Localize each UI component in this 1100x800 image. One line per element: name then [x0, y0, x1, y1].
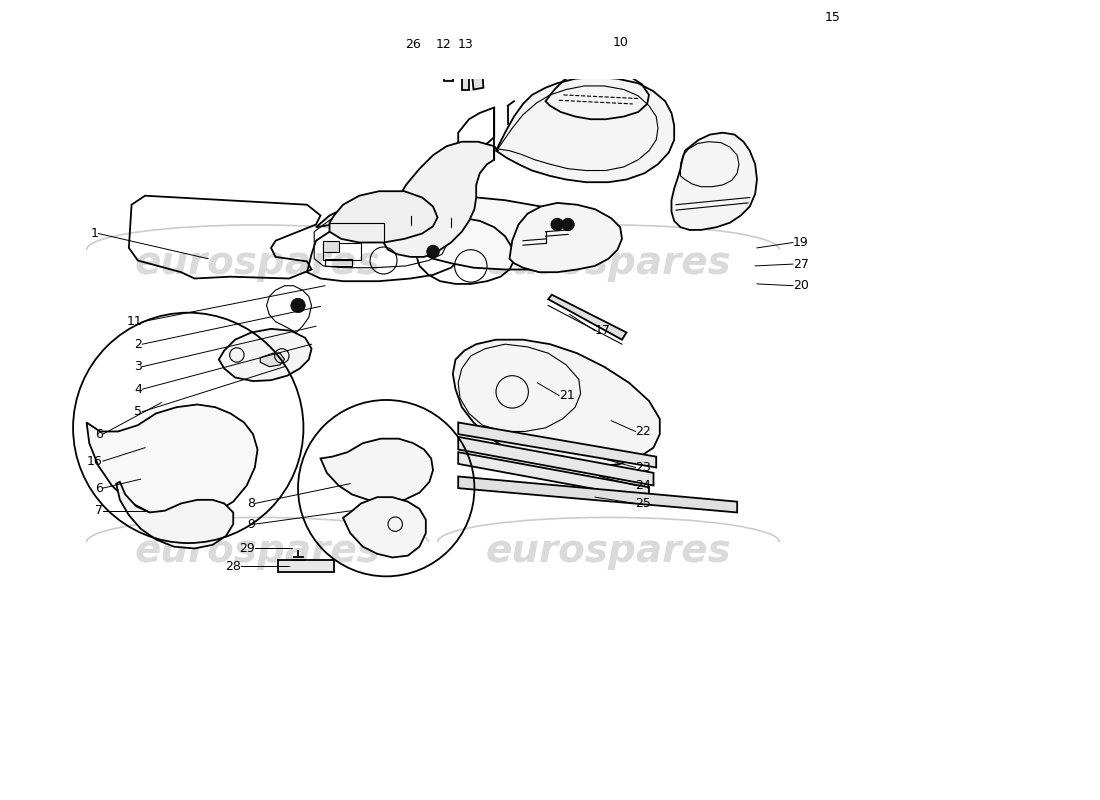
Polygon shape [316, 194, 617, 270]
Text: 21: 21 [559, 389, 574, 402]
Text: 26: 26 [406, 38, 421, 51]
Polygon shape [459, 422, 657, 467]
Polygon shape [805, 0, 855, 26]
Text: 22: 22 [636, 425, 651, 438]
Text: 23: 23 [636, 461, 651, 474]
Text: 19: 19 [793, 236, 808, 249]
Polygon shape [443, 45, 453, 81]
Text: 5: 5 [134, 405, 142, 418]
Polygon shape [261, 353, 285, 366]
Circle shape [551, 218, 563, 231]
Polygon shape [384, 142, 494, 257]
Text: 9: 9 [248, 518, 255, 530]
Text: 1: 1 [90, 227, 98, 240]
Text: 16: 16 [87, 454, 102, 468]
Polygon shape [671, 133, 757, 230]
Text: 27: 27 [793, 258, 808, 270]
Text: 24: 24 [636, 479, 651, 492]
Text: 18: 18 [660, 0, 675, 2]
Circle shape [290, 298, 305, 313]
Polygon shape [219, 329, 311, 381]
Text: 11: 11 [126, 315, 142, 328]
Text: eurospares: eurospares [485, 532, 732, 570]
Text: 3: 3 [134, 360, 142, 373]
Polygon shape [330, 191, 438, 242]
Text: 25: 25 [636, 497, 651, 510]
Polygon shape [459, 437, 653, 486]
Text: 13: 13 [458, 38, 473, 51]
Polygon shape [509, 203, 621, 272]
Polygon shape [87, 405, 257, 518]
Text: 6: 6 [95, 482, 102, 494]
Polygon shape [462, 47, 469, 90]
Text: eurospares: eurospares [134, 532, 381, 570]
Polygon shape [496, 77, 674, 182]
Text: eurospares: eurospares [134, 244, 381, 282]
Text: 10: 10 [613, 36, 629, 50]
Text: 2: 2 [134, 338, 142, 350]
Polygon shape [459, 452, 649, 499]
Polygon shape [459, 477, 737, 513]
Polygon shape [117, 482, 233, 549]
Polygon shape [468, 41, 483, 90]
Circle shape [562, 218, 574, 231]
Text: 12: 12 [436, 38, 451, 51]
Text: eurospares: eurospares [485, 244, 732, 282]
Text: 29: 29 [239, 542, 255, 555]
Polygon shape [343, 497, 426, 558]
Text: 6: 6 [95, 428, 102, 441]
Text: 20: 20 [793, 279, 808, 292]
Text: 14: 14 [825, 0, 840, 2]
Text: 17: 17 [595, 324, 610, 337]
Text: 8: 8 [246, 497, 255, 510]
Polygon shape [548, 294, 627, 340]
Polygon shape [323, 241, 340, 251]
Text: 15: 15 [825, 11, 840, 24]
Polygon shape [320, 438, 433, 502]
Polygon shape [278, 560, 334, 572]
Text: 4: 4 [134, 382, 142, 396]
Text: 7: 7 [95, 504, 102, 517]
Circle shape [427, 246, 439, 258]
Text: 28: 28 [226, 560, 241, 573]
Polygon shape [453, 340, 660, 467]
